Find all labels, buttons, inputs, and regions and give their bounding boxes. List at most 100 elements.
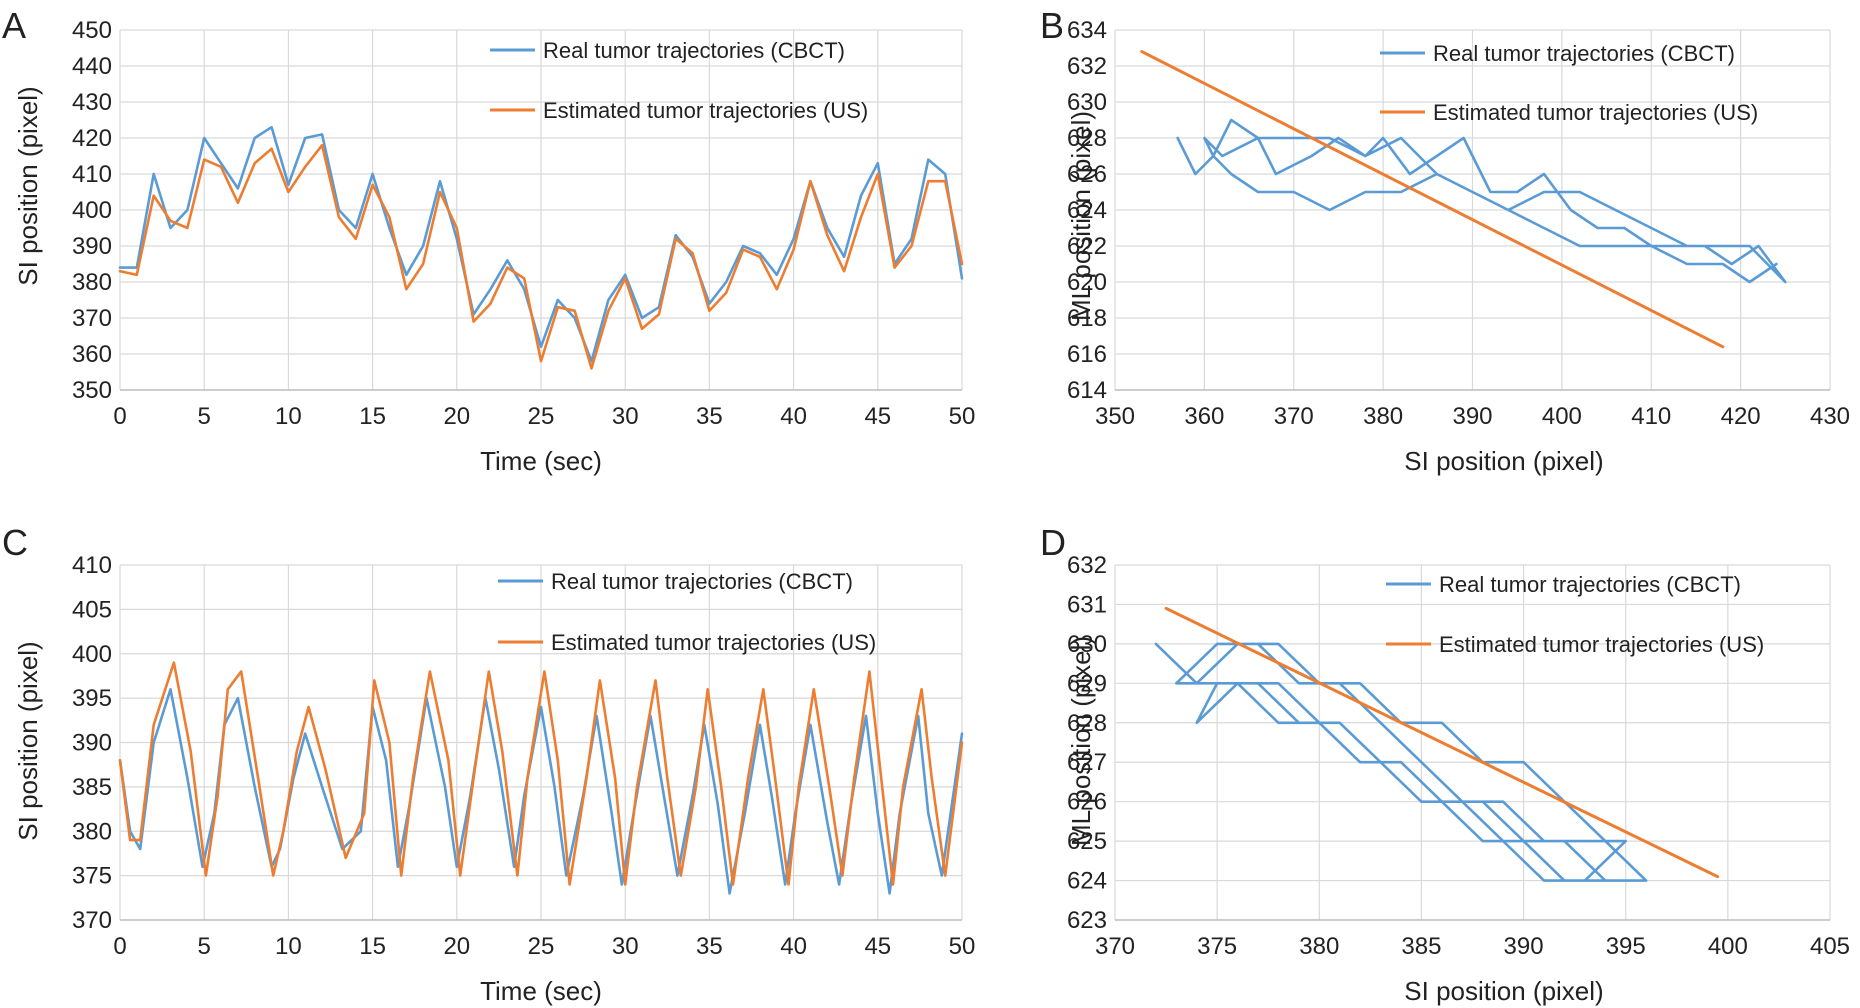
panel-b-ytick-label: 630	[1067, 89, 1107, 116]
panel-a-xtick-label: 0	[113, 403, 126, 430]
panel-c-ytick-label: 385	[72, 774, 112, 801]
panel-d-legend: Real tumor trajectories (CBCT) Estimated…	[1386, 572, 1764, 657]
panel-a-legend: Real tumor trajectories (CBCT) Estimated…	[490, 38, 868, 123]
panel-a-xtick-label: 25	[528, 403, 555, 430]
panel-d-ytick-label: 625	[1067, 828, 1107, 855]
panel-d-xtick-label: 390	[1504, 933, 1544, 960]
panel-d-plot: 623 624 625 626 627 628 629 630 631 632 370 375 380 3…	[1067, 552, 1850, 960]
panel-b-legend-label-estimated: Estimated tumor trajectories (US)	[1433, 100, 1758, 125]
panel-c-ytick-label: 405	[72, 596, 112, 623]
panel-c-ytick-label: 390	[72, 730, 112, 757]
panel-b-letter: B	[1040, 5, 1064, 46]
panel-a-series-estimated	[118, 143, 964, 370]
panel-a-ytick-label: 450	[72, 17, 112, 44]
panel-d-ytick-label: 623	[1067, 907, 1107, 934]
panel-c-ytick-label: 380	[72, 818, 112, 845]
panel-d-legend-label-estimated: Estimated tumor trajectories (US)	[1439, 632, 1764, 657]
panel-a-series-real	[118, 125, 964, 363]
panel-d-xtick-label: 395	[1606, 933, 1646, 960]
panel-a-xtick-label: 20	[443, 403, 470, 430]
panel-a-xtick-label: 45	[864, 403, 891, 430]
panel-b-xtick-label: 360	[1184, 403, 1224, 430]
panel-b-legend-label-real: Real tumor trajectories (CBCT)	[1433, 41, 1735, 66]
panel-b-ytick-label: 632	[1067, 53, 1107, 80]
panel-b-xtick-label: 400	[1542, 403, 1582, 430]
panel-a-xtick-label: 40	[780, 403, 807, 430]
panel-b-ytick-label: 616	[1067, 341, 1107, 368]
panel-d-ytick-label: 624	[1067, 868, 1107, 895]
panel-a-ytick-label: 350	[72, 377, 112, 404]
panel-d-xtick-label: 385	[1401, 933, 1441, 960]
panel-a-legend-label-real: Real tumor trajectories (CBCT)	[543, 38, 845, 63]
panel-b: B 614 616 618 620 622 624 626 628 630 632 634 350 36…	[1040, 5, 1850, 476]
panel-a-ylabel: SI position (pixel)	[13, 86, 43, 285]
panel-b-plot: 614 616 618 620 622 624 626 628 630 632 634 350 360 3…	[1067, 17, 1850, 430]
panel-a-ytick-label: 380	[72, 269, 112, 296]
panel-b-xlabel: SI position (pixel)	[1404, 446, 1603, 476]
panel-a-ytick-label: 390	[72, 233, 112, 260]
panel-b-xtick-label: 430	[1810, 403, 1850, 430]
panel-d-ylabel: ML position (pixel)	[1066, 636, 1096, 846]
panel-b-ytick-label: 626	[1067, 161, 1107, 188]
panel-b-xtick-label: 420	[1721, 403, 1761, 430]
panel-b-ytick-label: 624	[1067, 197, 1107, 224]
panel-c-ytick-label: 395	[72, 685, 112, 712]
panel-b-legend: Real tumor trajectories (CBCT) Estimated…	[1380, 41, 1758, 125]
panel-c-xlabel: Time (sec)	[480, 976, 602, 1006]
panel-b-ytick-label: 634	[1067, 17, 1107, 44]
panel-b-xtick-label: 370	[1274, 403, 1314, 430]
panel-d-ytick-label: 632	[1067, 552, 1107, 579]
panel-c-ytick-label: 375	[72, 863, 112, 890]
panel-d-ytick-label: 627	[1067, 749, 1107, 776]
panel-c-series-estimated	[118, 661, 964, 886]
panel-d-ytick-label: 629	[1067, 670, 1107, 697]
panel-a-plot: 350 360 370 380 390 400 410 420 430 440 450 0 5 10 15 2…	[72, 17, 975, 430]
panel-a: A 350 360 370 380 390 400 410 420 430 440 450 0 5 10 1…	[2, 5, 975, 476]
panel-c-ytick-label: 370	[72, 907, 112, 934]
panel-d-ytick-label: 631	[1067, 591, 1107, 618]
panel-a-ytick-label: 410	[72, 161, 112, 188]
panel-b-ytick-label: 622	[1067, 233, 1107, 260]
panel-c-xtick-label: 50	[949, 933, 976, 960]
panel-c-legend: Real tumor trajectories (CBCT) Estimated…	[498, 569, 876, 655]
panel-a-xtick-label: 15	[359, 403, 386, 430]
panel-b-ytick-label: 628	[1067, 125, 1107, 152]
panel-c-xtick-label: 20	[443, 933, 470, 960]
panel-c-xtick-label: 30	[612, 933, 639, 960]
panel-d-series-estimated	[1164, 606, 1720, 879]
panel-c-series-real	[118, 687, 964, 895]
panel-c-xtick-label: 15	[359, 933, 386, 960]
panel-c-plot: 370 375 380 385 390 395 400 405 410 0 5 10 15 20 25 30 3…	[72, 552, 975, 960]
panel-a-xtick-label: 5	[198, 403, 211, 430]
panel-d-letter: D	[1040, 522, 1066, 563]
panel-a-xlabel: Time (sec)	[480, 446, 602, 476]
panel-b-ytick-label: 614	[1067, 377, 1107, 404]
panel-c-ytick-label: 400	[72, 641, 112, 668]
panel-d-xtick-label: 400	[1708, 933, 1748, 960]
panel-a-ytick-label: 400	[72, 197, 112, 224]
panel-d-xtick-label: 375	[1197, 933, 1237, 960]
panel-d: D 623 624 625 626 627 628 629 630 631 632 370 375 38…	[1040, 522, 1850, 1006]
panel-b-xtick-label: 390	[1452, 403, 1492, 430]
panel-c-xtick-label: 10	[275, 933, 302, 960]
panel-b-ytick-label: 620	[1067, 269, 1107, 296]
panel-b-ytick-label: 618	[1067, 305, 1107, 332]
panel-c-xtick-label: 45	[864, 933, 891, 960]
panel-d-ytick-label: 626	[1067, 789, 1107, 816]
panel-c-xtick-label: 0	[113, 933, 126, 960]
panel-a-xtick-label: 30	[612, 403, 639, 430]
panel-b-xtick-label: 350	[1095, 403, 1135, 430]
panel-c-xtick-label: 40	[780, 933, 807, 960]
panel-a-xtick-label: 50	[949, 403, 976, 430]
panel-a-ytick-label: 440	[72, 53, 112, 80]
panel-d-xtick-label: 370	[1095, 933, 1135, 960]
panel-c-ylabel: SI position (pixel)	[13, 641, 43, 840]
panel-c-xtick-label: 5	[198, 933, 211, 960]
panel-a-ytick-label: 430	[72, 89, 112, 116]
panel-a-ytick-label: 360	[72, 341, 112, 368]
panel-d-ytick-label: 628	[1067, 710, 1107, 737]
panel-d-xlabel: SI position (pixel)	[1404, 976, 1603, 1006]
panel-d-ytick-label: 630	[1067, 631, 1107, 658]
